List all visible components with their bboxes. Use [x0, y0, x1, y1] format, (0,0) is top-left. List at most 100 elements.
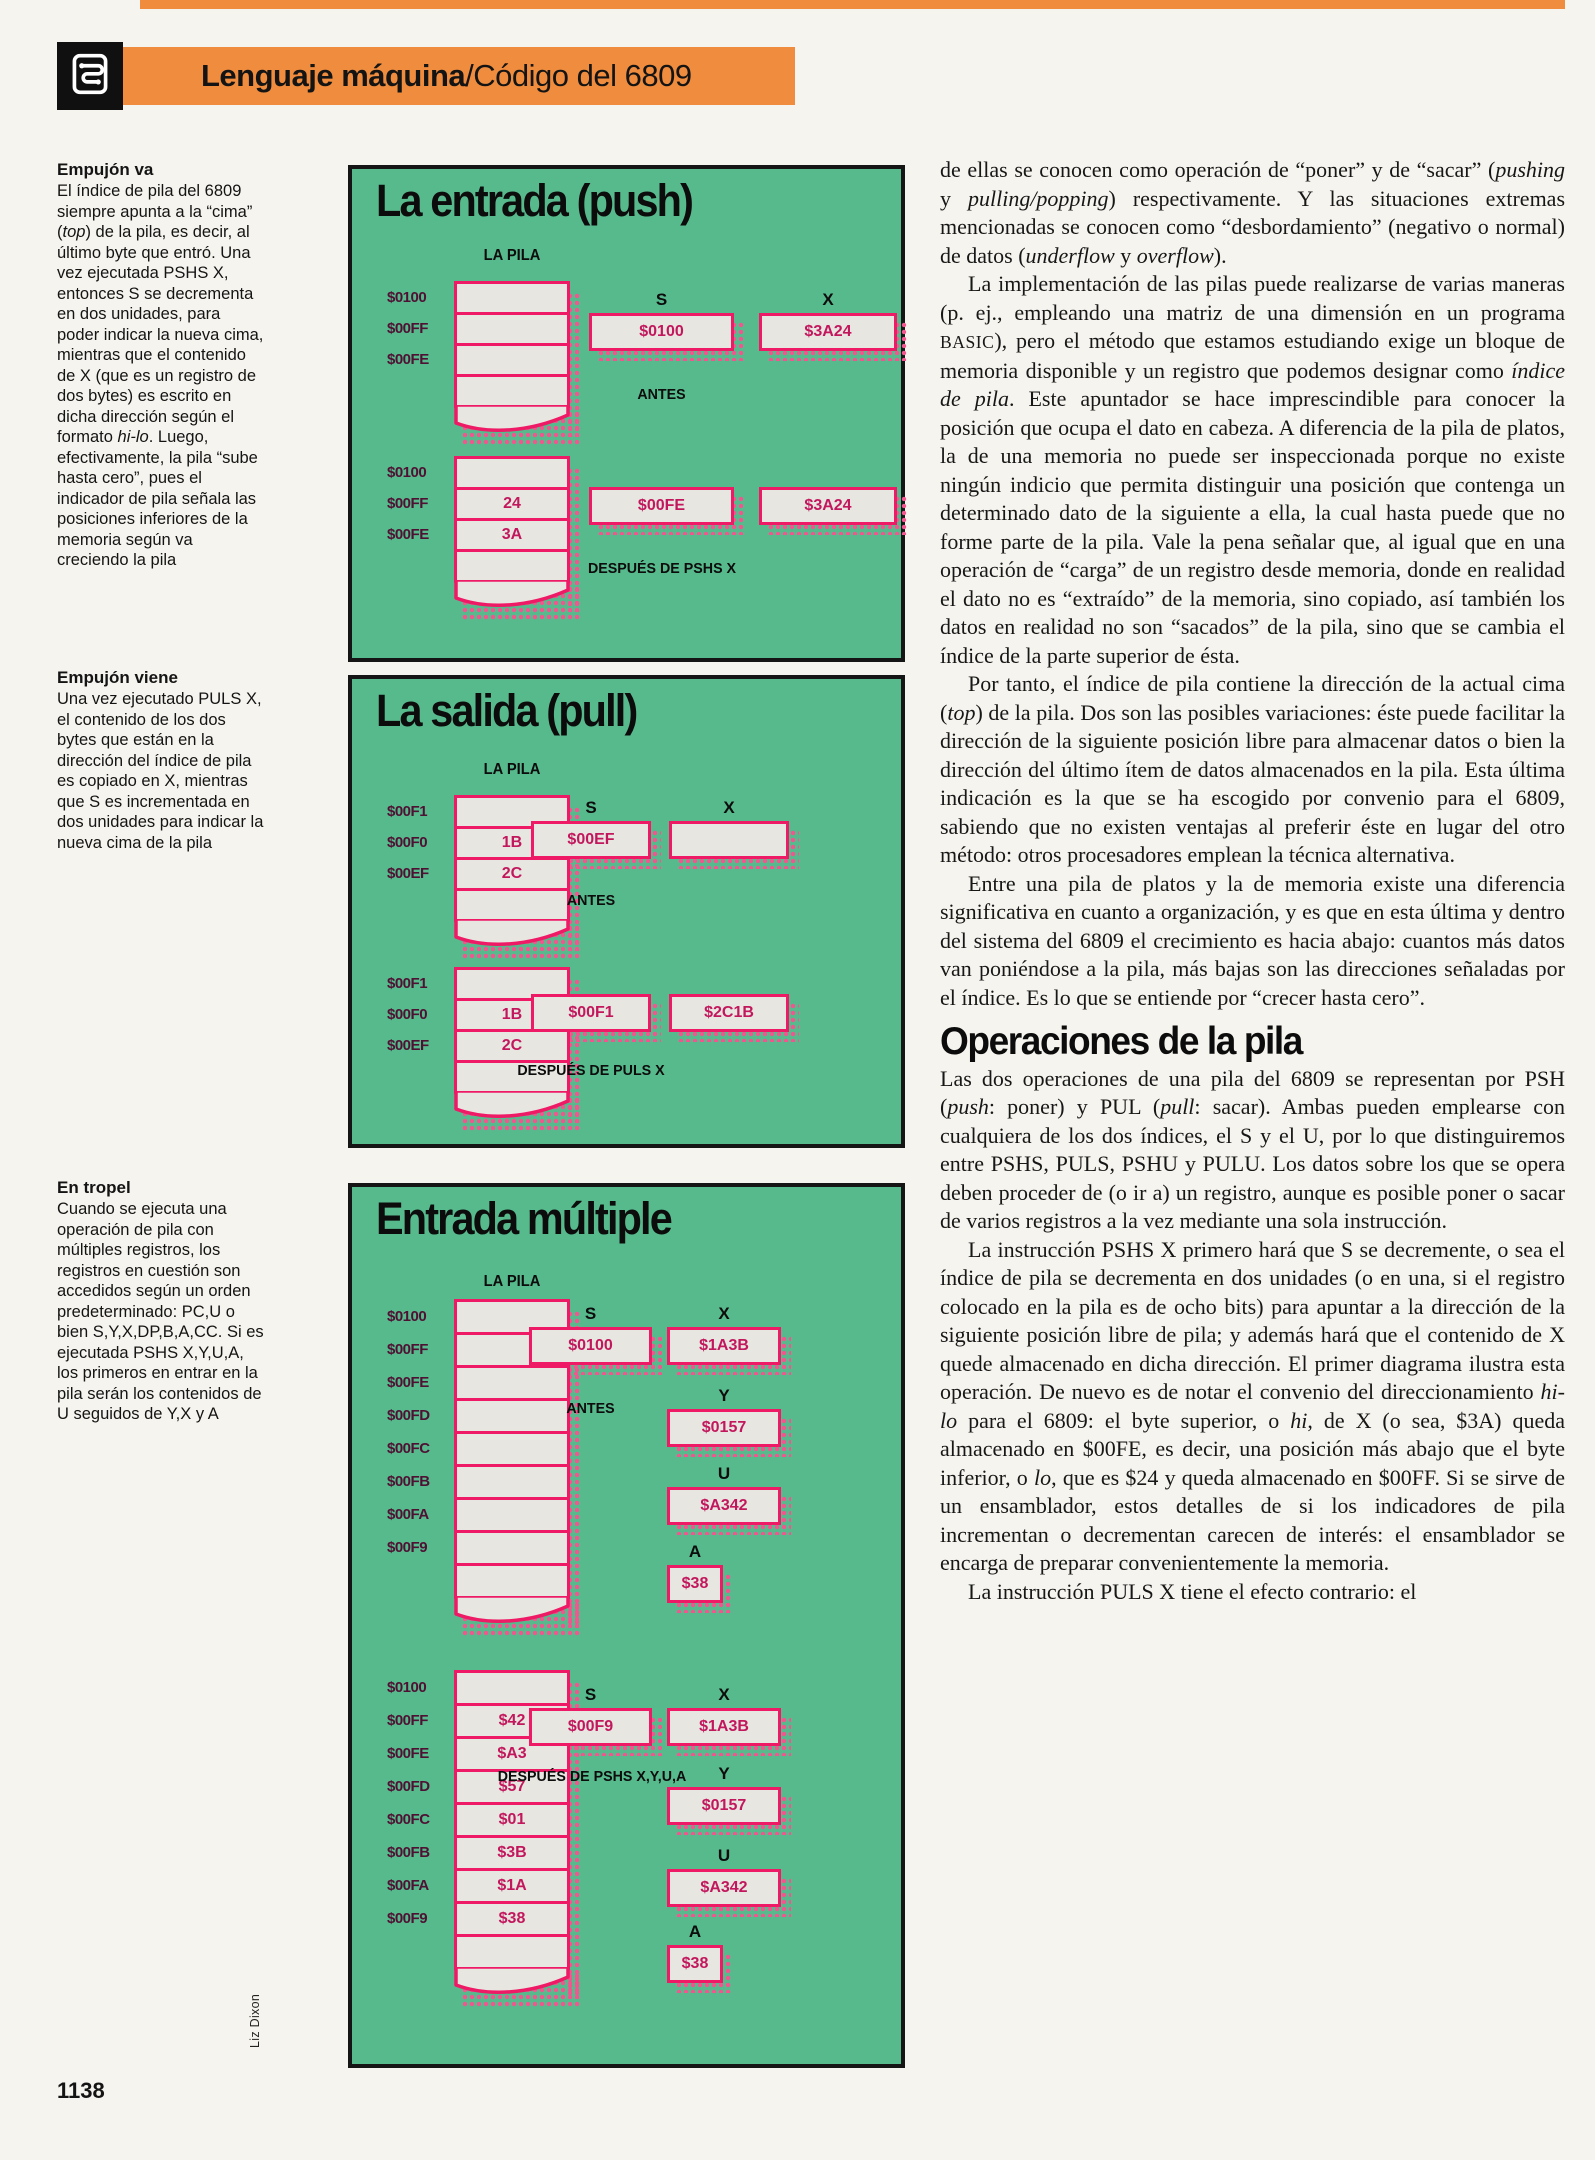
stack-address: $00FC [387, 1811, 430, 1828]
stack-address: $00FE [387, 1745, 429, 1762]
diagram-caption-antes: ANTES [637, 386, 686, 403]
register-label: S [584, 1304, 597, 1323]
stack-torn-edge [454, 405, 582, 445]
stack-address: $00FD [387, 1407, 430, 1424]
register-value: $1A3B [667, 1327, 791, 1375]
register-s: S $0100 [589, 289, 744, 361]
note-empujon-va: Empujón va El índice de pila del 6809 si… [57, 160, 264, 571]
note-empujon-viene: Empujón viene Una vez ejecutado PULS X, … [57, 668, 264, 853]
stack-address: $00FF [387, 1341, 428, 1358]
register-value: $0157 [667, 1787, 791, 1835]
stack-column-label: LA PILA [483, 1273, 541, 1290]
stack-row: $00FB [387, 1464, 570, 1500]
article-paragraph: Entre una pila de platos y la de memoria… [940, 870, 1565, 1010]
stack-address: $00EF [387, 865, 429, 882]
memory-stack-before: $0100 $00FF $00FE [387, 281, 582, 445]
stack-row: $00FC [387, 1431, 570, 1467]
register-label: S [584, 1685, 597, 1704]
stack-row: $00F9 $38 [387, 1901, 570, 1937]
stack-row: $00FE [387, 343, 570, 377]
stack-row: $00FC $01 [387, 1802, 570, 1838]
register-label: U [717, 1464, 731, 1483]
register-label: A [688, 1922, 702, 1941]
article-paragraph: de ellas se conocen como operación de “p… [940, 157, 1565, 268]
stack-address: $00F0 [387, 1006, 428, 1023]
stack-cell [454, 312, 570, 346]
stack-row: $0100 [387, 456, 570, 490]
panel-entrada-multiple: Entrada múltiple LA PILA $0100 $00FF $00… [348, 1183, 905, 2068]
register-y: Y $0157 [667, 1385, 791, 1457]
stack-cell [454, 281, 570, 315]
register-x: $3A24 [759, 487, 907, 535]
article-paragraph: La implementación de las pilas puede rea… [940, 271, 1565, 668]
register-value: $00FE [589, 487, 744, 535]
illustrator-credit: Liz Dixon [248, 1993, 262, 2048]
page-header-bar: Lenguaje máquina /Código del 6809 [123, 47, 795, 105]
stack-cell [454, 456, 570, 490]
memory-stack-before: $00F1 $00F0 1B $00EF 2C [387, 795, 582, 959]
stack-cell: $3B [454, 1835, 570, 1871]
register-u: U $A342 [667, 1845, 791, 1917]
stack-cell: 24 [454, 487, 570, 521]
diagram-caption-despues: DESPUÉS DE PSHS X,Y,U,A [497, 1768, 687, 1785]
register-label: X [718, 1304, 730, 1323]
register-value: $38 [667, 1565, 733, 1613]
memory-stack-after: $0100 $00FF 24 $00FE 3A [387, 456, 582, 620]
stack-cell [454, 1464, 570, 1500]
register-value: $1A3B [667, 1708, 791, 1756]
page-number: 1138 [57, 2078, 105, 2103]
note-en-tropel: En tropel Cuando se ejecuta una operació… [57, 1178, 264, 1425]
top-accent-strip [140, 0, 1565, 9]
stack-cell [454, 1497, 570, 1533]
stack-address: $00F1 [387, 803, 428, 820]
stack-row: $00EF 2C [387, 1029, 570, 1063]
stack-row: $00FE 3A [387, 518, 570, 552]
stack-row: $00FE $A3 [387, 1736, 570, 1772]
register-value: $00F1 [531, 994, 661, 1042]
stack-address: $00FE [387, 526, 429, 543]
stack-row [387, 1934, 570, 1970]
stack-row: $00FD [387, 1398, 570, 1434]
article-paragraph: Las dos operaciones de una pila del 6809… [940, 1065, 1565, 1234]
register-value: $0157 [667, 1409, 791, 1457]
register-x: X [669, 797, 799, 869]
stack-row: $00FB $3B [387, 1835, 570, 1871]
register-value: $3A24 [759, 487, 907, 535]
stack-cell: $57 [454, 1769, 570, 1805]
stack-row: $00FE [387, 1365, 570, 1401]
stack-cell [454, 1431, 570, 1467]
panel-title: Entrada múltiple [376, 1193, 673, 1244]
article-section-heading: Operaciones de la pila [940, 1020, 1303, 1063]
stack-row [387, 1563, 570, 1599]
panel-title: La salida (pull) [376, 685, 638, 736]
page-subtitle: /Código del 6809 [465, 58, 692, 93]
stack-address [387, 888, 454, 922]
note-body: Cuando se ejecuta una operación de pila … [57, 1200, 264, 1423]
register-s: S $00F9 [529, 1684, 662, 1756]
stack-address: $00FD [387, 1778, 430, 1795]
stack-cell: $38 [454, 1901, 570, 1937]
section-logo [57, 42, 123, 110]
stack-cell [454, 1563, 570, 1599]
register-label: S [585, 798, 597, 817]
article-paragraph: La instrucción PSHS X primero hará que S… [940, 1236, 1565, 1576]
stack-row: $00F9 [387, 1530, 570, 1566]
stack-cell [454, 343, 570, 377]
stack-row: $00FA [387, 1497, 570, 1533]
register-label: Y [718, 1386, 730, 1405]
note-heading: Empujón viene [57, 668, 178, 687]
register-value: $2C1B [669, 994, 799, 1042]
register-value: $3A24 [759, 313, 907, 361]
stack-address: $00FA [387, 1506, 429, 1523]
article-paragraph: La instrucción PULS X tiene el efecto co… [968, 1578, 1417, 1604]
register-label: X [822, 290, 834, 309]
stack-row: $00FF 24 [387, 487, 570, 521]
note-heading: Empujón va [57, 160, 154, 179]
register-a: A $38 [667, 1921, 733, 1993]
register-value: $A342 [667, 1869, 791, 1917]
register-x: X $3A24 [759, 289, 907, 361]
register-x: X $1A3B [667, 1303, 791, 1375]
register-s: S $0100 [529, 1303, 662, 1375]
register-x: $2C1B [669, 994, 799, 1042]
register-value [669, 821, 799, 869]
